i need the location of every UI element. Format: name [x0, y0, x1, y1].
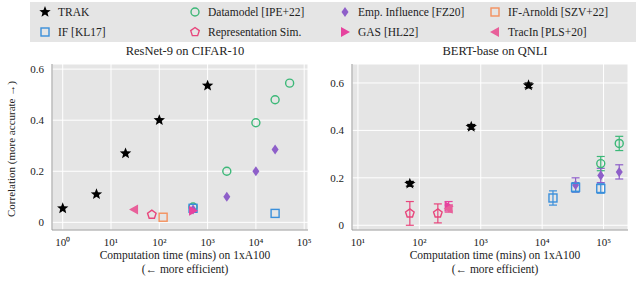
svg-text:10¹: 10¹: [351, 236, 365, 248]
html-text:Representation Sim.: Representation Sim.: [208, 26, 302, 38]
svg-text:10³: 10³: [200, 236, 215, 248]
html-text:(← more efficient): (← more efficient): [451, 263, 539, 275]
svg-text:10¹: 10¹: [104, 236, 118, 248]
svg-text:0.2: 0.2: [330, 172, 344, 184]
svg-text:10⁰: 10⁰: [55, 236, 70, 248]
svg-text:10⁴: 10⁴: [248, 236, 263, 248]
svg-text:10²: 10²: [412, 236, 427, 248]
svg-text:Correlation (more accurate →): Correlation (more accurate →): [8, 81, 18, 217]
html-text:Computation time (mins) on 1xA: Computation time (mins) on 1xA100: [409, 249, 581, 261]
html-text:TRAK: TRAK: [58, 6, 90, 18]
svg-text:10⁵: 10⁵: [297, 236, 312, 248]
html-text:BERT-base on QNLI: BERT-base on QNLI: [442, 44, 548, 58]
svg-text:0.4: 0.4: [330, 124, 344, 136]
html-text:IF [KL17]: IF [KL17]: [58, 26, 106, 38]
html-text:Computation time (mins) on 1xA: Computation time (mins) on 1xA100: [99, 249, 271, 261]
svg-text:0.4: 0.4: [30, 114, 44, 126]
svg-text:0.6: 0.6: [330, 77, 344, 89]
html-text:TracIn [PLS+20]: TracIn [PLS+20]: [508, 26, 587, 38]
html-text:GAS [HL22]: GAS [HL22]: [358, 26, 419, 38]
svg-text:10⁴: 10⁴: [535, 236, 550, 248]
html-text:Datamodel [IPE+22]: Datamodel [IPE+22]: [208, 6, 305, 18]
html-text:Emp. Influence [FZ20]: Emp. Influence [FZ20]: [358, 6, 465, 18]
html-text:ResNet-9 on CIFAR-10: ResNet-9 on CIFAR-10: [125, 44, 245, 58]
html-text:(← more efficient): (← more efficient): [141, 263, 229, 275]
svg-text:0: 0: [39, 216, 45, 228]
svg-text:0.6: 0.6: [30, 63, 44, 75]
svg-text:10³: 10³: [474, 236, 489, 248]
html-text:IF-Arnoldi [SZV+22]: IF-Arnoldi [SZV+22]: [508, 6, 609, 18]
svg-text:10²: 10²: [152, 236, 167, 248]
svg-text:0.2: 0.2: [30, 165, 44, 177]
svg-text:0: 0: [339, 219, 345, 231]
svg-text:10⁵: 10⁵: [596, 236, 611, 248]
